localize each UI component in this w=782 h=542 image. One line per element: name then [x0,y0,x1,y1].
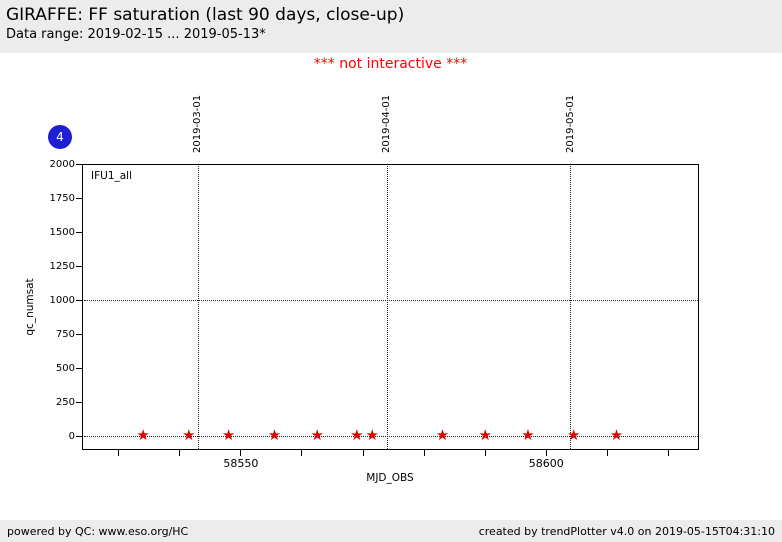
data-point-star: ★ [435,426,450,445]
y-tick [76,435,82,437]
month-gridline-label: 2019-03-01 [192,94,204,153]
data-point-star: ★ [221,426,236,445]
data-point-star: ★ [521,426,535,445]
x-tick [423,450,425,456]
y-tick-label: 1000 [49,294,75,306]
page-title: GIRAFFE: FF saturation (last 90 days, cl… [6,5,405,25]
x-tick [484,450,486,456]
data-point-star: ★ [365,426,379,445]
not-interactive-notice: *** not interactive *** [313,56,468,72]
legend-label: IFU1_all [91,170,133,182]
x-tick [301,450,303,456]
y-tick-label: 0 [68,430,75,442]
footer-powered-by: powered by QC: www.eso.org/HC [7,524,189,538]
data-point-star: ★ [136,426,150,445]
y-tick-label: 1750 [49,192,75,204]
month-gridline [386,165,388,449]
data-point-star: ★ [478,426,492,445]
plot-area: IFU1_all [82,164,699,450]
h-gridline [83,435,698,437]
x-tick-label: 58600 [528,457,564,470]
month-gridline [570,165,572,449]
data-point-star: ★ [182,426,196,445]
y-tick-label: 750 [55,328,75,340]
y-tick [76,333,82,335]
y-tick-label: 1250 [49,260,75,272]
data-range-subtitle: Data range: 2019-02-15 ... 2019-05-13* [6,27,266,42]
data-point-star: ★ [310,426,324,445]
y-tick-label: 250 [55,396,75,408]
y-tick-label: 500 [55,362,75,374]
x-tick [545,450,547,456]
footer-created-by: created by trendPlotter v4.0 on 2019-05-… [478,524,775,538]
y-tick [76,299,82,301]
data-point-star: ★ [267,426,282,445]
x-tick [667,450,669,456]
y-tick [76,197,82,199]
data-point-star: ★ [609,426,624,445]
month-gridline-label: 2019-05-01 [564,94,576,153]
x-tick [606,450,608,456]
y-tick [76,163,82,165]
y-tick [76,265,82,267]
data-point-star: ★ [567,426,581,445]
x-tick [362,450,364,456]
y-tick [76,401,82,403]
y-tick [76,367,82,369]
count-badge[interactable]: 4 [48,125,72,149]
x-tick [240,450,242,456]
x-axis-title: MJD_OBS [366,472,414,484]
x-tick-label: 58550 [223,457,259,470]
x-tick [179,450,181,456]
data-point-star: ★ [350,426,364,445]
y-tick-label: 2000 [49,158,75,170]
x-tick [118,450,120,456]
header: GIRAFFE: FF saturation (last 90 days, cl… [0,0,782,53]
y-tick-label: 1500 [49,226,75,238]
month-gridline [197,165,199,449]
h-gridline [83,299,698,301]
month-gridline-label: 2019-04-01 [381,94,393,153]
footer: powered by QC: www.eso.org/HC created by… [0,520,782,542]
y-tick [76,231,82,233]
